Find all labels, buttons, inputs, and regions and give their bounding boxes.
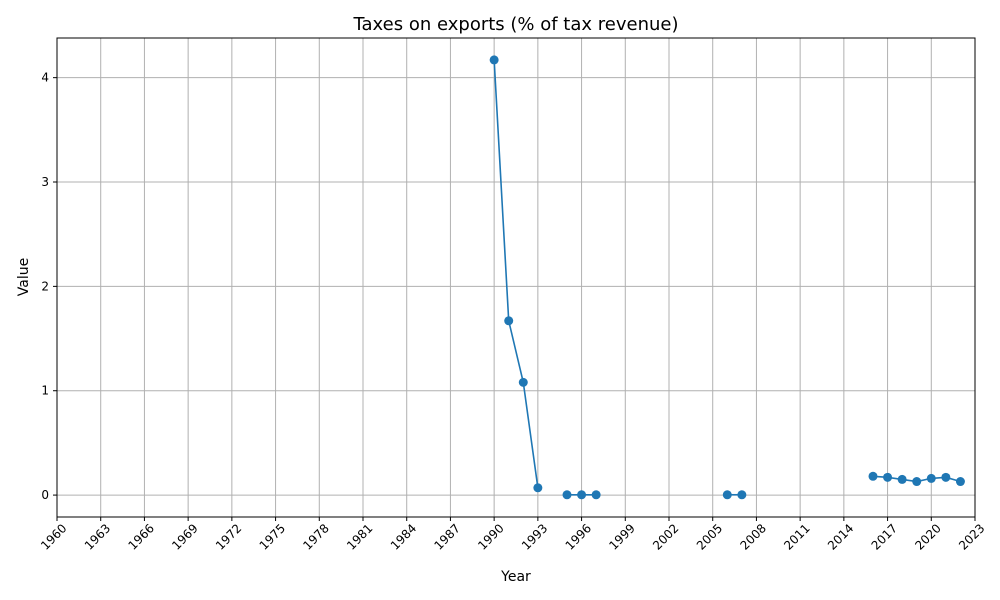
data-point xyxy=(883,472,893,482)
data-point xyxy=(737,490,747,500)
y-tick-label: 1 xyxy=(41,384,49,398)
series-line xyxy=(493,59,539,488)
data-point xyxy=(562,490,572,500)
data-point xyxy=(897,474,907,484)
chart-title: Taxes on exports (% of tax revenue) xyxy=(353,14,679,35)
y-tick-label: 3 xyxy=(41,175,49,189)
data-point xyxy=(489,55,499,65)
y-tick-label: 2 xyxy=(41,279,49,293)
data-point xyxy=(504,316,514,326)
y-tick-label: 4 xyxy=(41,71,49,85)
data-point xyxy=(941,472,951,482)
data-point xyxy=(912,477,922,487)
x-axis-title: Year xyxy=(500,569,531,585)
data-point xyxy=(518,377,528,387)
data-point xyxy=(591,490,601,500)
data-point xyxy=(577,490,587,500)
grid xyxy=(56,38,976,517)
data-point xyxy=(868,471,878,481)
data-point xyxy=(722,490,732,500)
data-series xyxy=(489,55,965,500)
y-tick-label: 0 xyxy=(41,488,49,502)
data-point xyxy=(926,473,936,483)
plot-area-frame xyxy=(56,37,976,518)
y-axis-title: Value xyxy=(16,258,32,296)
data-point xyxy=(533,483,543,493)
data-point xyxy=(955,477,965,487)
